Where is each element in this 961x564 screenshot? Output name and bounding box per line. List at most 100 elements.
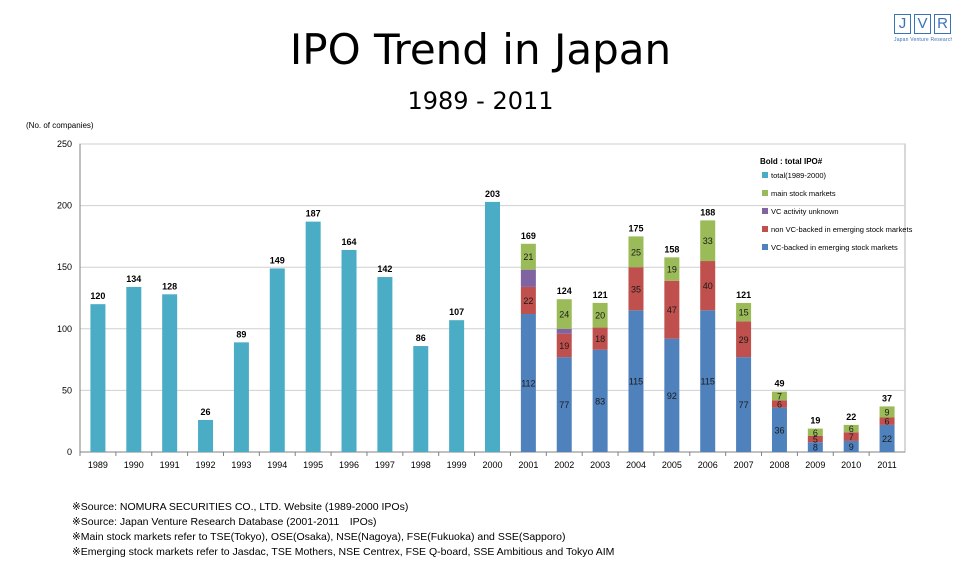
segment-label: 19 [559, 341, 569, 351]
segment-label: 40 [703, 281, 713, 291]
x-tick-label: 2007 [734, 460, 754, 470]
bar-total [198, 419, 214, 452]
x-tick-label: 2003 [590, 460, 610, 470]
segment-label: 6 [885, 417, 890, 427]
bar-total [485, 201, 500, 452]
legend-label-nonvc: non VC-backed in emerging stock markets [771, 225, 913, 234]
segment-label: 29 [739, 335, 749, 345]
bar-segment-vc [700, 310, 716, 452]
total-label: 121 [736, 290, 751, 300]
segment-label: 112 [521, 379, 535, 389]
segment-label: 25 [631, 247, 641, 257]
bar-total [90, 304, 106, 452]
bar-total [377, 277, 393, 452]
legend-swatch-total [762, 172, 768, 178]
segment-label: 77 [739, 400, 749, 410]
total-label: 142 [377, 264, 392, 274]
bar-segment-nonvc [771, 400, 787, 408]
x-tick-label: 2010 [841, 460, 861, 470]
total-label: 164 [342, 237, 357, 247]
legend-swatch-main [762, 190, 768, 196]
logo-letter-r: R [934, 14, 951, 34]
total-label: 187 [306, 209, 321, 219]
x-tick-label: 1992 [196, 460, 216, 470]
bar-segment-main [520, 243, 536, 270]
page-subtitle: 1989 - 2011 [407, 87, 554, 115]
segment-label: 6 [813, 428, 818, 438]
bar-segment-main [628, 236, 644, 268]
segment-label: 20 [595, 311, 605, 321]
bar-total [162, 294, 178, 452]
logo-letter-v: V [914, 14, 931, 34]
y-axis-unit-label: (No. of companies) [26, 121, 94, 130]
y-tick-label: 100 [57, 324, 72, 334]
bar-segment-nonvc [628, 267, 644, 311]
bar-segment-vc [664, 338, 680, 452]
bar-total [341, 249, 357, 452]
note-line: ※Source: Japan Venture Research Database… [72, 516, 377, 528]
bar-segment-vc [520, 314, 536, 452]
legend-title: Bold : total IPO# [760, 157, 823, 166]
segment-label: 115 [701, 377, 715, 387]
page-title: IPO Trend in Japan [289, 25, 672, 74]
bar-total [269, 268, 285, 452]
segment-label: 35 [631, 284, 641, 294]
segment-label: 7 [777, 391, 782, 401]
bar-segment-vc [592, 349, 608, 452]
x-tick-label: 1998 [411, 460, 431, 470]
x-tick-label: 2009 [805, 460, 825, 470]
x-tick-label: 2002 [554, 460, 574, 470]
x-tick-label: 1989 [88, 460, 108, 470]
bar-segment-vc [628, 310, 644, 452]
y-tick-label: 150 [57, 262, 72, 272]
segment-label: 115 [629, 377, 643, 387]
total-label: 19 [810, 416, 820, 426]
total-label: 22 [846, 412, 856, 422]
bar-segment-main [736, 302, 752, 322]
bar-segment-unknown [556, 328, 572, 334]
total-label: 169 [521, 231, 536, 241]
ipo-stacked-bar-chart: 0501001502002501989120199013419911281992… [57, 139, 913, 470]
total-label: 89 [236, 329, 246, 339]
x-tick-label: 2005 [662, 460, 682, 470]
legend-label-unknown: VC activity unknown [771, 207, 839, 216]
segment-label: 6 [849, 424, 854, 434]
bar-segment-vc [771, 407, 787, 452]
segment-label: 8 [813, 443, 818, 453]
x-tick-label: 1994 [267, 460, 287, 470]
segment-label: 9 [849, 442, 854, 452]
bar-total [413, 346, 429, 452]
bar-segment-vc [843, 440, 859, 452]
x-tick-label: 1991 [160, 460, 180, 470]
x-tick-label: 1997 [375, 460, 395, 470]
x-tick-label: 1993 [231, 460, 251, 470]
legend-swatch-unknown [762, 208, 768, 214]
note-line: ※Emerging stock markets refer to Jasdac,… [72, 546, 615, 558]
total-label: 37 [882, 393, 892, 403]
bar-segment-main [700, 220, 716, 262]
segment-label: 9 [885, 407, 890, 417]
segment-label: 15 [739, 308, 749, 318]
bar-segment-main [592, 302, 608, 328]
x-tick-label: 1990 [124, 460, 144, 470]
jvr-logo: J V R Japan Venture Research [894, 14, 952, 48]
bar-segment-nonvc [807, 435, 823, 443]
x-tick-label: 1999 [447, 460, 467, 470]
total-label: 149 [270, 255, 285, 265]
bar-segment-main [843, 424, 859, 433]
bar-segment-main [556, 299, 572, 329]
segment-label: 24 [559, 310, 569, 320]
bar-segment-vc [807, 442, 823, 452]
x-tick-label: 2004 [626, 460, 646, 470]
bar-segment-unknown [520, 269, 536, 287]
segment-label: 83 [595, 396, 605, 406]
bar-total [305, 221, 321, 452]
legend-swatch-nonvc [762, 226, 768, 232]
segment-label: 5 [813, 435, 818, 445]
legend-label-vc: VC-backed in emerging stock markets [771, 243, 898, 252]
total-label: 124 [557, 286, 572, 296]
y-tick-label: 50 [62, 385, 72, 395]
total-label: 107 [449, 307, 464, 317]
bar-segment-main [879, 406, 895, 418]
segment-label: 47 [667, 305, 677, 315]
